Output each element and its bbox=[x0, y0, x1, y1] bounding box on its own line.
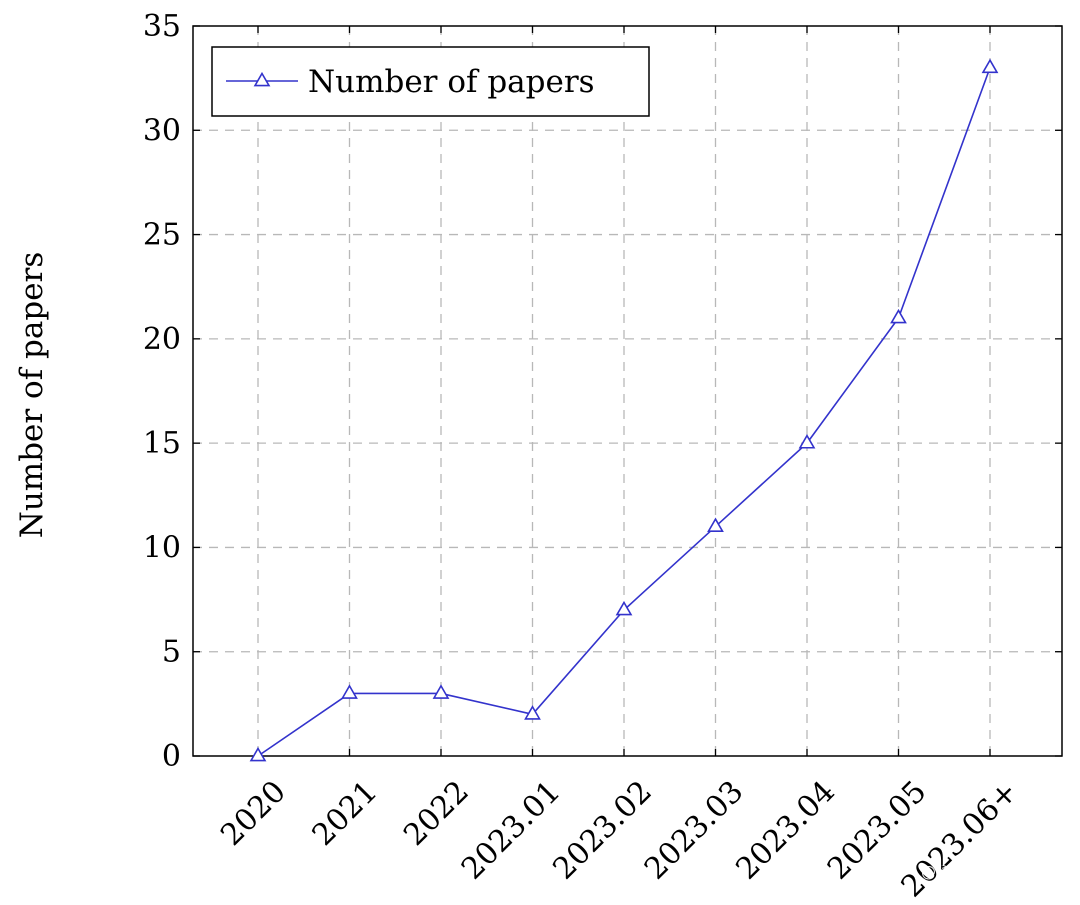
y-tick-label: 15 bbox=[143, 426, 181, 461]
y-tick-label: 0 bbox=[162, 739, 181, 774]
data-point-marker bbox=[524, 705, 541, 720]
y-tick-label: 20 bbox=[143, 322, 181, 357]
watermark: @稀土掘金技术社区 bbox=[921, 863, 1056, 881]
y-tick-label: 35 bbox=[143, 9, 181, 44]
x-tick-label: 2022 bbox=[397, 774, 476, 853]
y-axis-ticks: 0 5 10 15 20 25 30 35 bbox=[143, 9, 1062, 774]
x-tick-label: 2023.04 bbox=[729, 774, 841, 886]
x-tick-label: 2023.03 bbox=[638, 774, 750, 886]
y-tick-label: 10 bbox=[143, 530, 181, 565]
y-tick-label: 25 bbox=[143, 218, 181, 253]
x-tick-label: 2021 bbox=[306, 774, 385, 853]
legend-triangle-marker bbox=[253, 71, 271, 87]
y-tick-label: 30 bbox=[143, 113, 181, 148]
data-point-marker bbox=[615, 600, 633, 616]
y-tick-label: 5 bbox=[162, 635, 181, 670]
series-layer bbox=[249, 58, 999, 762]
data-point-marker bbox=[341, 684, 358, 699]
data-point-marker bbox=[249, 746, 267, 762]
data-point-marker bbox=[890, 308, 907, 324]
plot-frame bbox=[192, 25, 1063, 757]
x-tick-label: 2023.01 bbox=[455, 774, 567, 886]
y-axis-label: Number of papers bbox=[14, 252, 50, 539]
data-point-marker bbox=[981, 58, 999, 74]
data-point-marker bbox=[432, 684, 450, 699]
data-point-marker bbox=[798, 434, 816, 449]
x-axis-ticks: 2020 2021 20222023.012023.022023.032023.04… bbox=[214, 26, 1025, 904]
legend-label: Number of papers bbox=[308, 64, 595, 100]
data-point-marker bbox=[707, 517, 724, 532]
x-tick-label: 2020 bbox=[214, 774, 293, 853]
grid-lines bbox=[193, 26, 1062, 756]
x-tick-label: 2023.02 bbox=[546, 774, 658, 886]
legend: Number of papers bbox=[211, 46, 650, 117]
